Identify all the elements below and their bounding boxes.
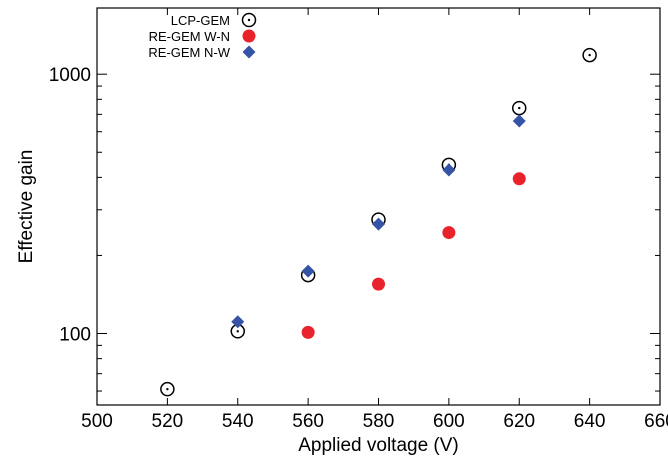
data-point	[301, 264, 315, 278]
data-point	[160, 381, 175, 397]
y-axis-label: Effective gain	[16, 150, 37, 264]
data-point	[241, 12, 257, 28]
x-tick-label: 580	[363, 411, 395, 432]
data-point	[372, 277, 385, 291]
data-point	[231, 315, 245, 329]
series-group	[301, 172, 526, 339]
data-markers	[160, 47, 597, 397]
data-point	[442, 163, 456, 177]
data-point	[242, 45, 256, 59]
data-point	[442, 226, 456, 240]
y-tick-label: 100	[59, 325, 91, 346]
series-group	[231, 114, 526, 329]
legend-label: RE-GEM N-W	[148, 45, 230, 60]
data-point	[582, 47, 597, 63]
data-point	[512, 172, 526, 186]
x-tick-label: 640	[574, 411, 606, 432]
legend-label: LCP-GEM	[171, 13, 230, 28]
x-tick-label: 600	[433, 411, 465, 432]
plot-frame	[96, 7, 661, 406]
x-tick-label: 660	[644, 411, 668, 432]
data-point	[372, 217, 385, 231]
x-tick-label: 520	[152, 411, 184, 432]
x-axis-label: Applied voltage (V)	[298, 435, 459, 456]
y-tick-label: 1000	[49, 65, 91, 86]
x-tick-label: 620	[503, 411, 535, 432]
data-point	[512, 100, 527, 116]
tick-labels: 500 520 540 560 580 600 620 640 660 100 1000	[49, 65, 668, 432]
x-tick-label: 500	[81, 411, 113, 432]
data-point	[301, 325, 315, 339]
legend-label: RE-GEM W-N	[149, 29, 230, 44]
data-point	[242, 29, 256, 43]
x-tick-label: 540	[222, 411, 254, 432]
data-point	[512, 114, 526, 128]
x-tick-label: 560	[292, 411, 324, 432]
ticks	[96, 8, 661, 405]
